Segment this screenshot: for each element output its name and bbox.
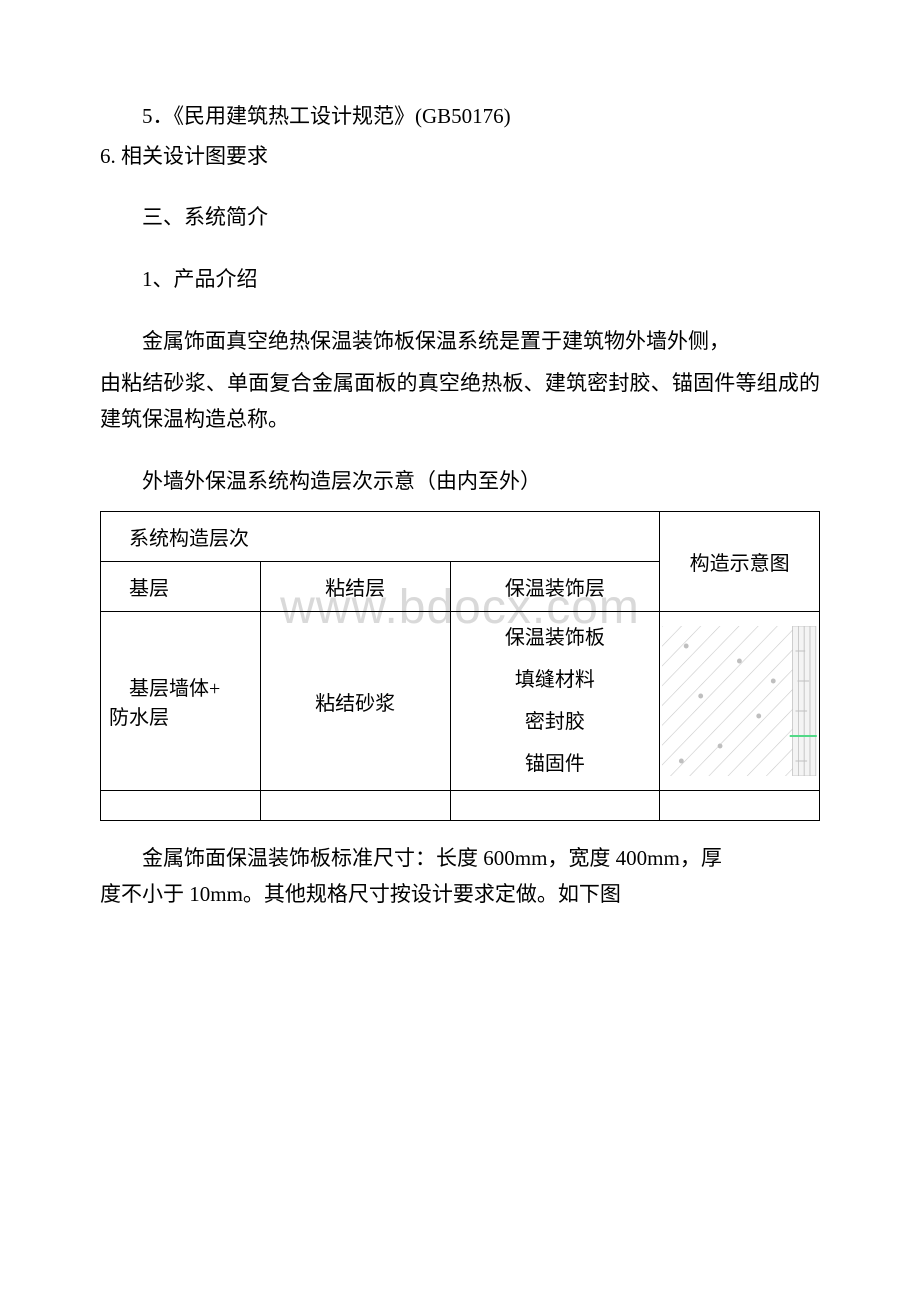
td-empty-2	[260, 791, 450, 821]
td-base-wall: 基层墙体+ 防水层	[101, 612, 261, 791]
th-diagram: 构造示意图	[660, 512, 820, 612]
td-empty-1	[101, 791, 261, 821]
structure-table: 系统构造层次 构造示意图 基层 粘结层 保温装饰层 基层墙体+ 防水层 粘结砂浆…	[100, 511, 820, 821]
th-system-layers: 系统构造层次	[101, 512, 660, 562]
td-bonding-mortar: 粘结砂浆	[260, 612, 450, 791]
th-insulation: 保温装饰层	[450, 562, 660, 612]
td-empty-3	[450, 791, 660, 821]
table-row-header-1: 系统构造层次 构造示意图	[101, 512, 820, 562]
td-base-wall-line-2: 防水层	[109, 701, 252, 730]
td-empty-4	[660, 791, 820, 821]
paragraph-1-line-1: 金属饰面真空绝热保温装饰板保温系统是置于建筑物外墙外侧，	[100, 324, 820, 360]
caption-1: 外墙外保温系统构造层次示意（由内至外）	[100, 465, 820, 499]
td-deco-item-1: 保温装饰板	[505, 622, 605, 654]
section-heading-3: 三、系统简介	[100, 201, 820, 235]
td-base-wall-line-1: 基层墙体+	[129, 672, 252, 701]
th-base: 基层	[101, 562, 261, 612]
td-diagram	[660, 612, 820, 791]
td-decorative-layer: 保温装饰板 填缝材料 密封胶 锚固件	[450, 612, 660, 791]
paragraph-3-line-2: 度不小于 10mm。其他规格尺寸按设计要求定做。如下图	[100, 877, 820, 913]
list-item-5: 5．《民用建筑热工设计规范》(GB50176)	[100, 100, 820, 134]
td-deco-item-4: 锚固件	[525, 748, 585, 780]
th-bond: 粘结层	[260, 562, 450, 612]
paragraph-1-line-2: 由粘结砂浆、单面复合金属面板的真空绝热板、建筑密封胶、锚固件等组成的建筑保温构造…	[100, 366, 820, 437]
subsection-1: 1、产品介绍	[100, 263, 820, 297]
td-deco-item-3: 密封胶	[525, 706, 585, 738]
content-layer: 5．《民用建筑热工设计规范》(GB50176) 6. 相关设计图要求 三、系统简…	[100, 100, 820, 912]
td-deco-item-2: 填缝材料	[515, 664, 595, 696]
paragraph-3-line-1: 金属饰面保温装饰板标准尺寸：长度 600mm，宽度 400mm，厚	[100, 841, 820, 877]
structure-diagram-icon	[662, 626, 817, 776]
table-row-data: 基层墙体+ 防水层 粘结砂浆 保温装饰板 填缝材料 密封胶 锚固件	[101, 612, 820, 791]
list-item-6: 6. 相关设计图要求	[100, 140, 820, 174]
table-row-empty	[101, 791, 820, 821]
